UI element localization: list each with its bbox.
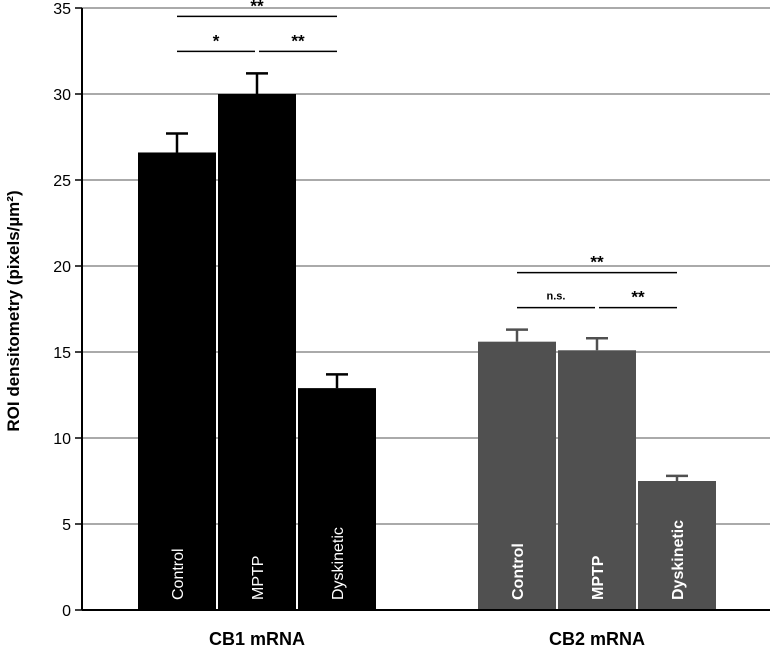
significance-label: **: [631, 288, 645, 307]
significance-label: **: [250, 0, 264, 15]
bar: [298, 388, 376, 610]
y-tick-label: 35: [53, 1, 71, 18]
bar: [478, 341, 556, 610]
significance-brackets: *** ****n.s. **: [177, 0, 677, 309]
y-tick-label: 20: [53, 259, 71, 276]
bar-label: Control: [170, 548, 187, 600]
bar: [138, 152, 216, 611]
y-tick-label: 15: [53, 345, 71, 362]
bar: [218, 94, 296, 610]
bar-label: Dyskinetic: [670, 520, 687, 600]
y-tick-label: 0: [62, 603, 71, 620]
group-label: CB2 mRNA: [549, 629, 645, 649]
group-label: CB1 mRNA: [209, 629, 305, 649]
y-tick-label: 5: [62, 517, 71, 534]
bar-label: MPTP: [250, 556, 267, 600]
bars: Control MPTP Dyskinetic Control MPTP Dyskinet…: [138, 72, 716, 611]
significance-label: **: [291, 31, 305, 50]
bar-label: Dyskinetic: [330, 527, 347, 600]
y-axis-title: ROI densitometry (pixels/µm²): [4, 190, 23, 431]
axes: [81, 8, 770, 611]
bar: [638, 481, 716, 610]
bar: [558, 350, 636, 610]
significance-label: *: [213, 31, 220, 50]
y-tick-label: 25: [53, 173, 71, 190]
significance-label: n.s.: [547, 291, 566, 303]
significance-label: **: [590, 253, 604, 272]
bar-label: Control: [510, 543, 527, 600]
y-tick-label: 30: [53, 87, 71, 104]
y-ticks: 0 5 10 15 20 25 30 35: [53, 1, 82, 620]
y-tick-label: 10: [53, 431, 71, 448]
bar-label: MPTP: [590, 555, 607, 600]
group-labels: CB1 mRNA CB2 mRNA: [209, 629, 645, 649]
